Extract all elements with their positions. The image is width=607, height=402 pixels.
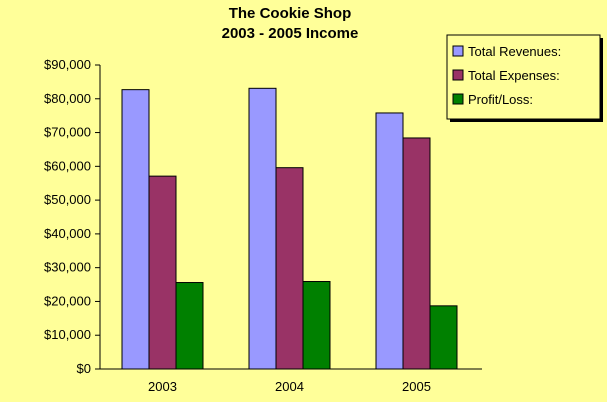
y-tick-label: $10,000 <box>44 327 91 342</box>
bar-2003-1 <box>121 89 150 370</box>
x-axis: 2003 2004 2005 <box>100 368 482 394</box>
y-tick-label: $90,000 <box>44 57 91 72</box>
bars <box>121 87 458 370</box>
bar-2004-3 <box>302 281 331 370</box>
bar-2005-1 <box>375 112 404 370</box>
bar-2004-2 <box>275 167 304 370</box>
x-tick-label: 2005 <box>402 379 431 394</box>
y-tick-label: $80,000 <box>44 91 91 106</box>
x-tick-label: 2004 <box>275 379 304 394</box>
y-tick-label: $30,000 <box>44 260 91 275</box>
x-tick-label: 2003 <box>148 379 177 394</box>
legend-label: Total Expenses: <box>468 68 560 83</box>
bar-2005-2 <box>402 137 431 370</box>
bar-2003-3 <box>175 282 204 370</box>
legend-label: Total Revenues: <box>468 44 561 59</box>
legend-swatch <box>452 45 464 57</box>
legend-swatch <box>452 69 464 81</box>
bar-2003-2 <box>148 175 177 370</box>
y-tick-label: $0 <box>77 361 91 376</box>
y-tick-label: $50,000 <box>44 192 91 207</box>
legend-label: Profit/Loss: <box>468 92 533 107</box>
y-tick-label: $20,000 <box>44 293 91 308</box>
chart-title: The Cookie Shop <box>229 5 352 22</box>
legend-box <box>446 34 601 120</box>
y-axis: $0 $10,000 $20,000 $30,000 $40,000 $50,000 $60… <box>44 57 101 376</box>
y-tick-label: $70,000 <box>44 125 91 140</box>
y-tick-label: $60,000 <box>44 158 91 173</box>
bar-2005-3 <box>429 305 458 370</box>
legend: Total Revenues: Total Expenses: Profit/Los… <box>446 34 603 122</box>
legend-swatch <box>452 93 464 105</box>
bar-2004-1 <box>248 87 277 370</box>
chart-subtitle: 2003 - 2005 Income <box>222 25 359 42</box>
y-tick-label: $40,000 <box>44 226 91 241</box>
